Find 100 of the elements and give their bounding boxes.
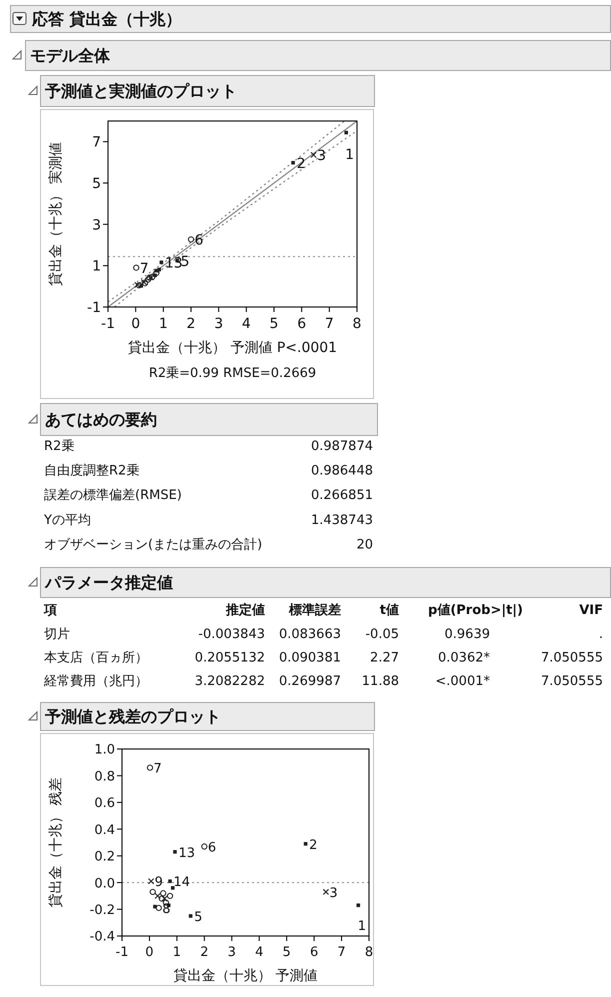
category-label: 推定値 (225, 602, 265, 618)
x-tick-label: 8 (364, 945, 374, 960)
text: 0.266851 (310, 488, 373, 504)
annotation: 2 (309, 838, 318, 853)
x-tick-label: 0 (131, 316, 140, 332)
category-label: VIF (579, 603, 603, 618)
annotation: 3 (317, 148, 326, 164)
y-tick-label: 0.4 (94, 822, 115, 838)
y-tick-label: 1 (92, 258, 101, 275)
category-label: 項 (43, 603, 57, 618)
x-tick-label: 3 (214, 316, 224, 332)
category-label: 切片 (44, 627, 70, 642)
category-label: 誤差の標準偏差(RMSE) (44, 488, 182, 504)
x-tick-label: 8 (352, 316, 362, 332)
annotation: 14 (174, 875, 190, 890)
annotation: 1 (345, 147, 354, 164)
point (146, 764, 154, 771)
x-tick-label: 4 (255, 945, 264, 960)
point (156, 904, 162, 912)
text: 0.9639 (444, 627, 490, 642)
text: 0.987874 (310, 439, 373, 454)
point (344, 130, 348, 134)
annotation: 3 (329, 886, 338, 901)
annotation: 8 (162, 902, 171, 917)
point (166, 892, 174, 900)
x-tick-label: 5 (270, 316, 278, 332)
annotation: 13 (164, 256, 183, 272)
category-label: 自由度調整R2乗 (44, 464, 140, 479)
category-label: t値 (380, 603, 399, 618)
y-tick-label: 0.0 (94, 876, 115, 892)
point (161, 895, 168, 902)
point (154, 892, 161, 900)
category-label: 標準誤差 (288, 602, 341, 618)
y-tick-label: 0.2 (94, 850, 115, 865)
chart-title: 予測値と残差のプロット (44, 707, 221, 726)
text: 3.2082282 (194, 674, 265, 689)
annotation: 6 (194, 232, 204, 249)
text: 0.2055132 (194, 650, 265, 666)
point (168, 879, 172, 884)
y-tick-label: -1 (87, 300, 101, 316)
text: 0.986448 (310, 464, 373, 479)
annotation: 7 (153, 762, 162, 777)
point (153, 270, 160, 276)
category-label: R2乗 (44, 439, 74, 454)
chart-title: 予測値と実測値のプロット (44, 82, 237, 100)
point (188, 914, 192, 918)
annotation: 2 (296, 156, 306, 172)
x-tick-label: 7 (324, 316, 334, 332)
category-label: p値(Prob>|t|) (428, 603, 523, 618)
text: . (598, 627, 603, 642)
x-tick-label: -1 (116, 945, 128, 960)
y-tick-label: 0.6 (94, 796, 115, 812)
y-tick-label: 5 (92, 176, 101, 192)
point (158, 896, 165, 902)
x-tick-label: 2 (200, 945, 208, 960)
point (201, 843, 208, 850)
y-tick-label: 7 (92, 134, 101, 151)
annotation: 6 (208, 840, 216, 856)
point (173, 850, 177, 854)
text: 7.050555 (540, 674, 603, 689)
text: 0.090381 (278, 650, 341, 666)
text: パラメータ推定値 (44, 573, 173, 592)
text: 20 (356, 537, 373, 552)
x-tick-label: 7 (337, 945, 346, 960)
text: 0.269987 (278, 674, 341, 689)
text: 応答 貸出金（十兆） (31, 10, 182, 28)
text: 0.083663 (278, 627, 341, 642)
annotation: 1 (358, 918, 366, 934)
y-tick-label: -0.4 (90, 930, 115, 945)
annotation: 5 (194, 910, 202, 925)
text: 2.27 (370, 650, 399, 666)
annotation: 13 (178, 846, 196, 861)
point (148, 878, 154, 884)
y-tick-label: 3 (92, 217, 101, 234)
category-label: Yの平均 (44, 512, 91, 528)
x-axis-title: 貸出金（十兆） 予測値 (173, 968, 318, 984)
x-axis-title: 貸出金（十兆） 予測値 P<.0001 (128, 340, 338, 356)
point (310, 152, 317, 158)
point (356, 903, 360, 908)
point (188, 236, 194, 243)
y-tick-label: 0.8 (94, 769, 115, 784)
y-tick-label: -0.2 (90, 902, 115, 918)
annotation: 7 (140, 261, 149, 278)
text: 7.050555 (540, 650, 603, 666)
x-tick-label: 1 (158, 316, 168, 332)
point (160, 890, 166, 896)
category-label: 本支店（百ヵ所） (44, 650, 148, 666)
text: 0.0362* (438, 650, 490, 666)
x-tick-label: 6 (310, 945, 318, 960)
point (133, 264, 140, 271)
category-label: 経常費用（兆円） (44, 674, 148, 689)
point (160, 260, 164, 264)
x-tick-label: 4 (242, 316, 251, 332)
y-axis-title: 貸出金（十兆） 実測値 (48, 142, 64, 286)
text: <.0001* (435, 674, 490, 689)
x-tick-label: 2 (186, 316, 196, 332)
text: モデル全体 (30, 46, 111, 65)
y-axis-title: 貸出金（十兆） 残差 (48, 777, 64, 908)
point (170, 886, 175, 890)
text: あてはめの要約 (45, 410, 157, 429)
